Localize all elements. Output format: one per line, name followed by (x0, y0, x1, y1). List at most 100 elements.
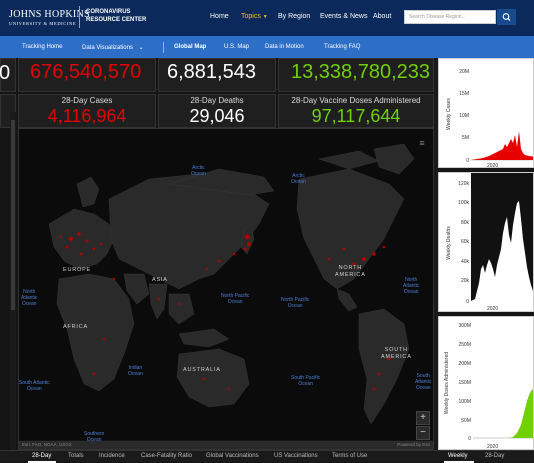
panel-divider (434, 58, 438, 450)
continent-label-line: AMERICA (335, 272, 366, 278)
ocean-label-line: Arctic (192, 165, 205, 171)
ocean-label-line: Ocean (86, 437, 102, 443)
subnav-us-map[interactable]: U.S. Map (224, 44, 250, 50)
doses-tick: 100M (458, 399, 471, 405)
ocean-label-line: North Pacific (221, 293, 250, 299)
tab-28-day-chart[interactable]: 28-Day (485, 453, 505, 459)
ocean-label-indian: Indian Ocean (128, 365, 143, 377)
doses-tick: 150M (458, 380, 471, 386)
doses-tick: 0 (468, 436, 471, 442)
doses-tick: 300M (458, 323, 471, 329)
ocean-label-south-pacific: South Pacific Ocean (291, 375, 320, 387)
tab-28-day[interactable]: 28-Day (32, 453, 52, 459)
ocean-label-line: North Pacific (281, 297, 310, 303)
doses-tick: 250M (458, 342, 471, 348)
search-icon (502, 13, 511, 21)
tab-incidence[interactable]: Incidence (99, 453, 125, 459)
subnav-tracking-home[interactable]: Tracking Home (22, 44, 63, 50)
nav-by-region[interactable]: By Region (278, 13, 311, 20)
ocean-label-arctic-2: Arctic Ocean (291, 173, 306, 185)
cases-tick: 5M (462, 135, 469, 141)
ocean-label-line: Ocean (298, 381, 313, 387)
ocean-label-south-atlantic: South Atlantic Ocean (19, 380, 50, 392)
cases-area (471, 131, 533, 160)
ocean-label-line: Ocean (21, 301, 37, 307)
continent-label-north-america: NORTH AMERICA (335, 265, 366, 279)
crc-logo[interactable]: CORONAVIRUS RESOURCE CENTER (86, 8, 146, 24)
total-vaccines-panel: 13,338,780,233 (278, 58, 434, 92)
subnav-tracking-faq[interactable]: Tracking FAQ (324, 44, 361, 50)
jhu-logo-text: JOHNS HOPKINS (9, 9, 90, 20)
cases-tick: 20M (459, 69, 469, 75)
continent-label-line: SOUTH (384, 347, 408, 353)
ocean-label-south-atlantic-2: South Atlantic Ocean (415, 373, 431, 391)
ocean-label-north-atlantic-2: North Atlantic Ocean (403, 277, 419, 295)
deaths-28-value: 29,046 (189, 106, 245, 126)
jhu-logo-subtext: UNIVERSITY & MEDICINE (9, 21, 77, 26)
jhu-logo[interactable]: JOHNS HOPKINS UNIVERSITY & MEDICINE (9, 9, 90, 26)
deaths-area (471, 201, 533, 301)
ocean-label-line: Atlantic (415, 379, 432, 385)
ocean-label-north-pacific: North Pacific Ocean (221, 293, 249, 305)
ocean-label-line: Ocean (415, 385, 431, 391)
subnav-data-visualizations-label: Data Visualizations (82, 45, 133, 51)
continent-label-line: AMERICA (381, 354, 412, 360)
cases-tick: 15M (459, 91, 469, 97)
total-cases-value: 676,540,570 (30, 61, 142, 83)
tab-us-vaccinations[interactable]: US Vaccinations (274, 453, 318, 459)
cropped-value: 0 (0, 62, 11, 84)
tab-weekly[interactable]: Weekly (448, 453, 468, 459)
ocean-label-line: Ocean (291, 179, 306, 185)
total-cases-panel: 676,540,570 (18, 58, 156, 92)
total-cases-left-crop: 0 (0, 58, 16, 92)
deaths-tick: 100k (458, 200, 469, 206)
ocean-label-arctic: Arctic Ocean (191, 165, 206, 177)
crc-logo-line1: CORONAVIRUS (86, 9, 131, 15)
subnav-global-map[interactable]: Global Map (174, 44, 207, 50)
crc-logo-line2: RESOURCE CENTER (86, 17, 147, 23)
deaths-tick: 0 (466, 299, 469, 305)
ocean-label-line: North (405, 277, 418, 283)
deaths-y-label: Weekly Deaths (446, 226, 452, 260)
powered-by-esri[interactable]: Powered by Esri (397, 442, 430, 447)
subnav-data-visualizations[interactable]: Data Visualizations ⌄ (82, 44, 144, 51)
tab-totals[interactable]: Totals (68, 453, 84, 459)
weekly-deaths-chart: 120k 100k 80k 60k 40k 20k 0 Weekly Death… (438, 172, 534, 312)
subnav-divider (163, 42, 164, 53)
tab-global-vaccinations[interactable]: Global Vaccinations (206, 453, 259, 459)
list-icon[interactable]: ≡ (419, 138, 425, 148)
weekly-cases-chart: 20M 15M 10M 5M 0 Weekly Cases 2020 (438, 58, 534, 168)
chevron-down-icon: ⌄ (138, 45, 144, 51)
doses-area (473, 389, 533, 438)
tab-terms-of-use[interactable]: Terms of Use (332, 453, 368, 459)
doses-tick: 200M (458, 361, 471, 367)
continent-label-australia: AUSTRALIA (183, 367, 221, 373)
left-panel-scroll-thumb[interactable] (11, 120, 15, 310)
ocean-label-line: Atlantic (403, 283, 420, 289)
vaccines-28-panel: 28-Day Vaccine Doses Administered 97,117… (278, 94, 434, 128)
nav-topics-label: Topics (241, 13, 261, 20)
search-input[interactable]: Search Disease Region... (404, 10, 496, 24)
continent-label-line: NORTH (338, 265, 363, 271)
ocean-label-line: Ocean (287, 303, 303, 309)
ocean-label-line: North (23, 289, 36, 295)
subnav-data-in-motion[interactable]: Data in Motion (265, 44, 304, 50)
ocean-label-line: Atlantic (21, 295, 38, 301)
vaccines-28-value: 97,117,644 (311, 106, 401, 126)
weekly-doses-chart-svg: 300M 250M 200M 150M 100M 50M 0 Weekly Do… (444, 323, 533, 449)
ocean-label-line: Arctic (292, 173, 305, 179)
nav-events-news[interactable]: Events & News (320, 13, 368, 20)
nav-home[interactable]: Home (210, 13, 229, 20)
ocean-label-line: South (416, 373, 430, 379)
search-button[interactable] (497, 9, 516, 25)
deaths-x-label: 2020 (487, 306, 498, 312)
tab-case-fatality-ratio[interactable]: Case-Fatality Ratio (141, 453, 193, 459)
world-map[interactable]: Arctic Ocean Arctic Ocean North Atlantic Oce… (18, 128, 434, 450)
weekly-doses-chart: 300M 250M 200M 150M 100M 50M 0 Weekly Do… (438, 316, 534, 450)
nav-topics[interactable]: Topics ▼ (241, 13, 268, 20)
zoom-out-button[interactable]: − (416, 426, 430, 440)
bottom-tab-bar: 28-Day Totals Incidence Case-Fatality Ra… (0, 450, 534, 463)
cases-y-label: Weekly Cases (446, 98, 452, 130)
zoom-in-button[interactable]: + (416, 411, 430, 425)
nav-about[interactable]: About (373, 13, 392, 20)
